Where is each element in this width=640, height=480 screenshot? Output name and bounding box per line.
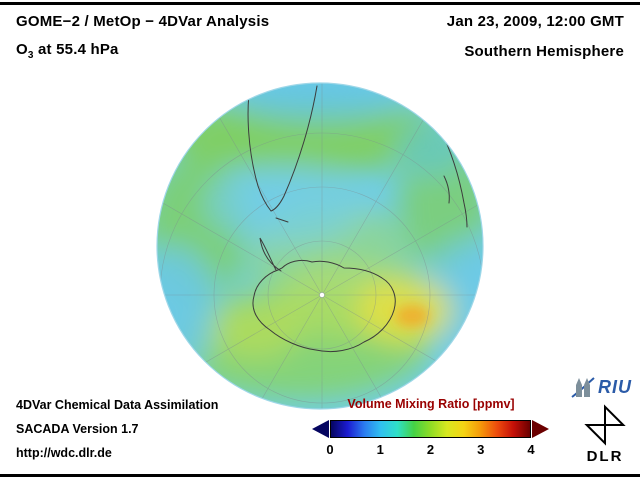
assimilation-system-label: 4DVar Chemical Data Assimilation	[16, 398, 219, 412]
species-subscript: 3	[27, 50, 34, 61]
colorbar-right-arrow	[532, 420, 549, 438]
website-url-label: http://wdc.dlr.de	[16, 446, 112, 460]
dlr-logo: DLR	[584, 404, 626, 465]
hemisphere-label: Southern Hemisphere	[464, 43, 624, 60]
riu-cathedral-icon	[571, 377, 595, 398]
datetime-label: Jan 23, 2009, 12:00 GMT	[446, 13, 624, 30]
bottom-rule-line	[0, 474, 640, 477]
colorbar-tick-2: 2	[426, 442, 435, 457]
colorbar-tick-1: 1	[376, 442, 384, 457]
colorbar-left-arrow	[312, 420, 329, 438]
dlr-logo-text: DLR	[586, 448, 624, 465]
colorbar-tick-labels: 0 1 2 3 4	[326, 442, 535, 458]
analysis-title: GOME−2 / MetOp − 4DVar Analysis	[16, 13, 270, 30]
species-level-label: O3 at 55.4 hPa	[16, 41, 119, 61]
colorbar-tick-3: 3	[477, 442, 485, 457]
globe-limb	[156, 82, 484, 410]
riu-logo: RIU	[571, 376, 632, 398]
version-label: SACADA Version 1.7	[16, 422, 139, 436]
south-pole-marker	[319, 292, 325, 298]
ozone-field	[157, 83, 483, 409]
colorbar-tick-0: 0	[326, 442, 334, 457]
riu-logo-text: RIU	[598, 376, 632, 397]
pressure-level-label: at 55.4 hPa	[33, 41, 119, 58]
colorbar-tick-4: 4	[527, 442, 535, 457]
colorbar-gradient	[330, 420, 531, 438]
top-rule-line	[0, 2, 640, 5]
dlr-emblem-icon	[584, 404, 626, 446]
species-symbol: O	[16, 41, 28, 58]
colorbar-title: Volume Mixing Ratio [ppmv]	[347, 397, 515, 411]
